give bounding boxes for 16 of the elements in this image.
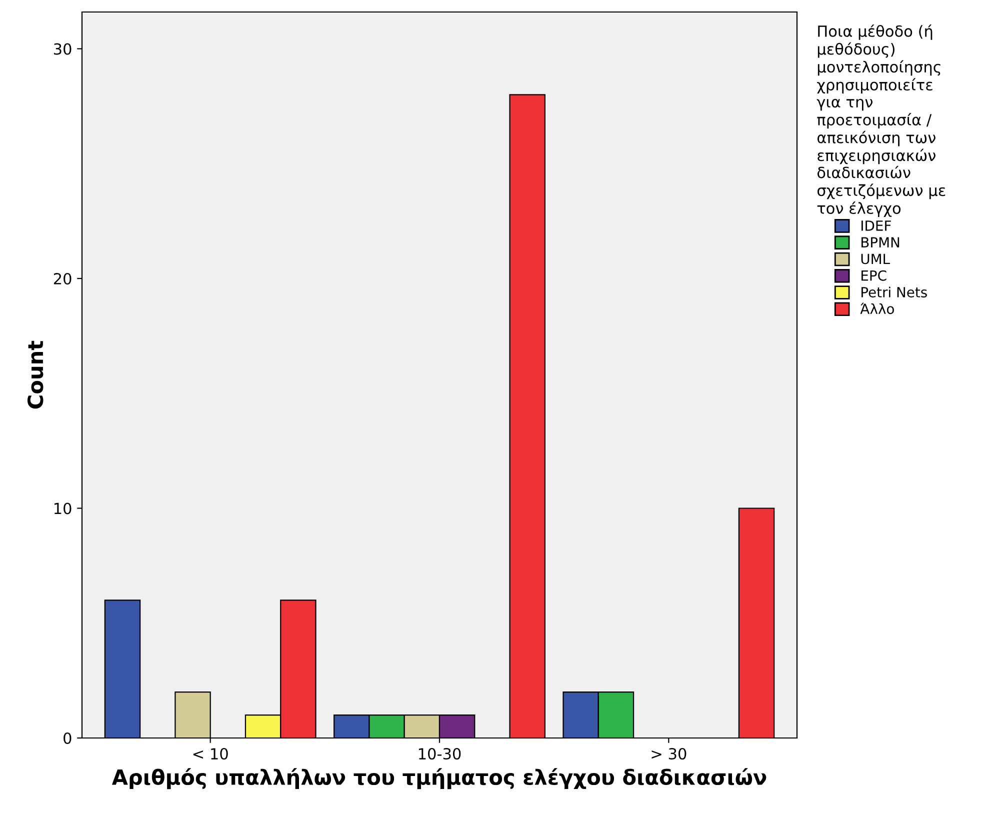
text: Ποια μέθοδο (ή μεθόδους) μοντελοποίησης χρησιμοποιείτε για την προετοιμασία / απεικόνιση των επιχειρησιακών διαδικασιών σχετιζόμενων με τον έλεγχο	[816, 24, 946, 217]
legend-label: IDEF	[862, 220, 891, 231]
y-axis-title: Count	[27, 340, 44, 409]
y-tick-label: 0	[64, 732, 72, 744]
y-tick-label: 30	[54, 43, 72, 55]
legend-label: Άλλο	[860, 302, 894, 314]
x-axis-title: Αριθμός υπαλλήλων του τμήματος ελέγχου διαδικασιών	[112, 768, 766, 790]
x-tick-label: > 30	[652, 748, 686, 760]
legend-label: BPMN	[862, 237, 900, 248]
x-tick-label: < 10	[193, 748, 228, 760]
x-tick-label: 10-30	[418, 748, 461, 760]
y-tick-label: 10	[54, 502, 72, 514]
legend-label: Petri Nets	[862, 286, 927, 298]
legend-label: EPC	[862, 270, 886, 281]
y-tick-label: 20	[54, 272, 72, 285]
legend-label: UML	[861, 254, 890, 264]
